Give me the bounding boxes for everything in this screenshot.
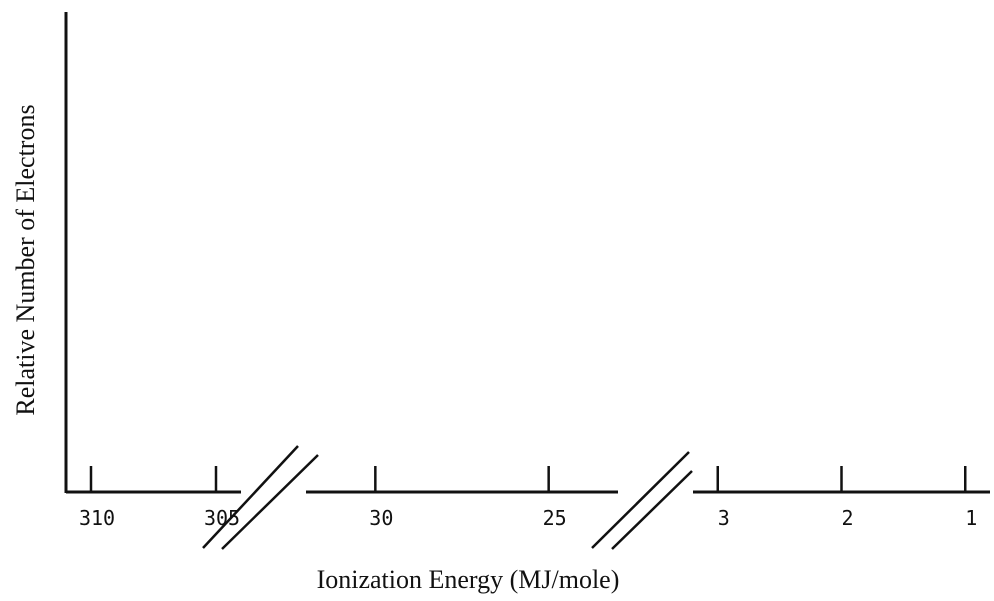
x-tick-label-310: 310 [79,506,115,530]
x-ticks: 310 305 30 25 3 2 1 [79,466,977,530]
y-axis-title: Relative Number of Electrons [11,104,40,415]
x-tick-label-25: 25 [543,506,567,530]
x-tick-label-2: 2 [841,506,853,530]
x-tick-label-3: 3 [718,506,730,530]
x-tick-label-30: 30 [369,506,393,530]
axis-break-1 [202,445,319,550]
axis-break-2 [591,451,693,550]
x-tick-label-1: 1 [965,506,977,530]
x-tick-label-305: 305 [204,506,240,530]
x-axis-title: Ionization Energy (MJ/mole) [317,565,620,594]
